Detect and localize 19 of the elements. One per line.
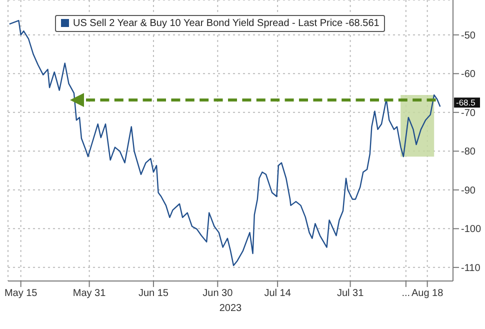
x-tick-label: Aug 18 xyxy=(411,288,444,300)
x-tick-label: Jun 15 xyxy=(138,288,169,300)
x-tick-label: Jul 31 xyxy=(336,288,364,300)
y-tick-label: -60 xyxy=(461,69,476,80)
y-tick-label: -70 xyxy=(461,108,476,119)
x-tick-label: Jun 30 xyxy=(202,288,234,300)
x-tick-label: ... xyxy=(402,288,410,300)
legend-label: US Sell 2 Year & Buy 10 Year Bond Yield Spread - Last Price -68.561 xyxy=(73,18,380,28)
x-tick-label: Jul 14 xyxy=(264,288,292,300)
y-tick-label: -90 xyxy=(461,185,476,196)
y-tick-label: -80 xyxy=(461,146,476,158)
x-tick-label: May 31 xyxy=(72,288,106,300)
x-tick-label: May 15 xyxy=(4,288,38,300)
line-series xyxy=(8,20,441,266)
x-axis-title: 2023 xyxy=(219,303,242,314)
y-tick-label: -100 xyxy=(461,224,482,236)
y-tick-label: -110 xyxy=(461,262,481,274)
y-tick-label: -50 xyxy=(461,30,476,42)
text: -68.5 xyxy=(456,98,476,108)
